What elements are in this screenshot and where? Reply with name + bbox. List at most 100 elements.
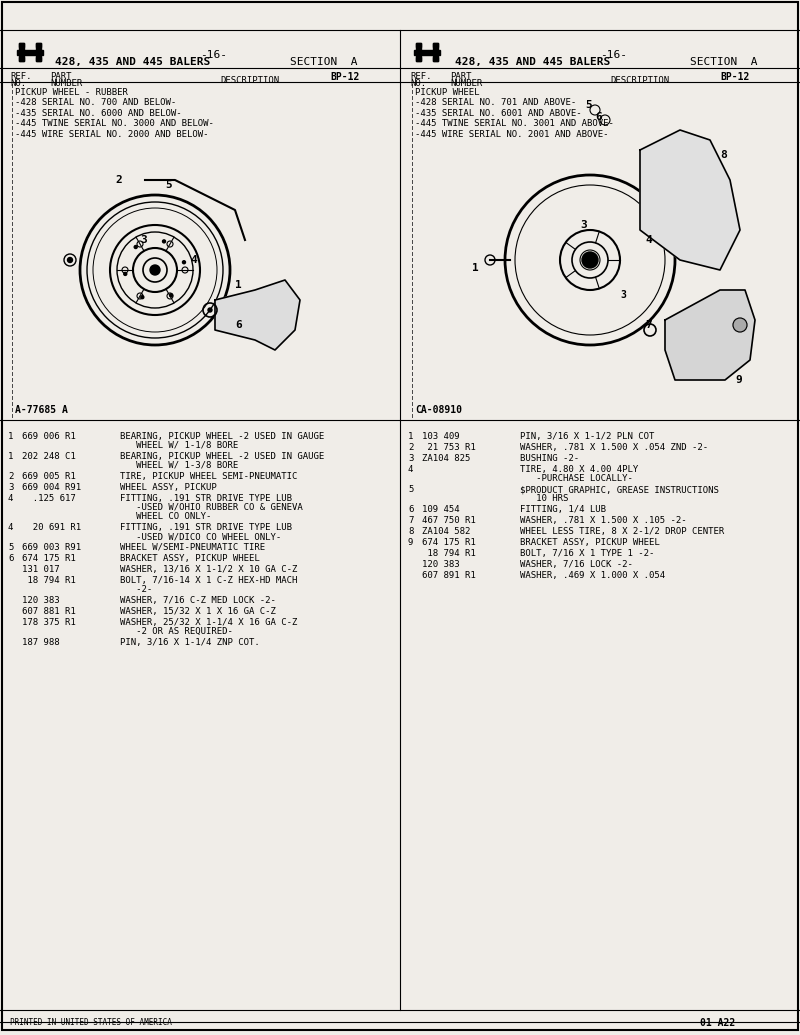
Bar: [433, 43, 438, 61]
Circle shape: [170, 294, 173, 297]
Text: WASHER, 25/32 X 1-1/4 X 16 GA C-Z: WASHER, 25/32 X 1-1/4 X 16 GA C-Z: [120, 618, 298, 627]
Circle shape: [67, 258, 73, 263]
Text: 103 409: 103 409: [422, 432, 460, 441]
Text: WASHER, .781 X 1.500 X .105 -2-: WASHER, .781 X 1.500 X .105 -2-: [520, 516, 686, 525]
Text: 428, 435 AND 445 BALERS: 428, 435 AND 445 BALERS: [455, 57, 610, 67]
Text: 01 A22: 01 A22: [700, 1018, 735, 1028]
Text: WHEEL W/SEMI-PNEUMATIC TIRE: WHEEL W/SEMI-PNEUMATIC TIRE: [120, 543, 265, 552]
Text: WASHER, 7/16 LOCK -2-: WASHER, 7/16 LOCK -2-: [520, 560, 633, 569]
Text: PRINTED IN UNITED STATES OF AMERICA: PRINTED IN UNITED STATES OF AMERICA: [10, 1018, 172, 1027]
Text: -16-: -16-: [600, 50, 627, 60]
Text: 21 753 R1: 21 753 R1: [422, 443, 476, 452]
Text: 8: 8: [720, 150, 726, 160]
Text: .125 617: .125 617: [22, 494, 76, 503]
Text: 9: 9: [408, 538, 414, 548]
Bar: [17, 50, 43, 55]
Text: WHEEL ASSY, PICKUP: WHEEL ASSY, PICKUP: [120, 483, 217, 492]
Text: 4: 4: [8, 523, 14, 532]
Text: 669 003 R91: 669 003 R91: [22, 543, 81, 552]
Text: PIN, 3/16 X 1-1/4 ZNP COT.: PIN, 3/16 X 1-1/4 ZNP COT.: [120, 638, 260, 647]
Text: WHEEL W/ 1-1/8 BORE: WHEEL W/ 1-1/8 BORE: [120, 441, 238, 450]
Circle shape: [162, 240, 166, 243]
Text: -USED W/OHIO RUBBER CO & GENEVA: -USED W/OHIO RUBBER CO & GENEVA: [120, 503, 302, 512]
Text: DESCRIPTION: DESCRIPTION: [610, 76, 669, 85]
Circle shape: [150, 265, 160, 275]
Polygon shape: [640, 130, 740, 270]
Text: 3: 3: [580, 220, 586, 230]
Text: 9: 9: [735, 375, 742, 385]
Text: 131 017: 131 017: [22, 565, 60, 574]
Polygon shape: [665, 290, 755, 380]
Text: 5: 5: [585, 100, 592, 110]
Text: PART: PART: [50, 72, 71, 81]
Text: -USED W/DICO CO WHEEL ONLY-: -USED W/DICO CO WHEEL ONLY-: [120, 532, 282, 541]
Text: 1: 1: [8, 432, 14, 441]
Text: 467 750 R1: 467 750 R1: [422, 516, 476, 525]
Text: 6: 6: [8, 554, 14, 563]
Text: TIRE, 4.80 X 4.00 4PLY: TIRE, 4.80 X 4.00 4PLY: [520, 465, 638, 474]
Text: 607 881 R1: 607 881 R1: [22, 607, 76, 616]
Bar: [19, 43, 24, 61]
Text: 669 005 R1: 669 005 R1: [22, 472, 76, 481]
Circle shape: [733, 318, 747, 332]
Text: 3: 3: [620, 290, 626, 300]
Bar: [36, 57, 41, 61]
Text: WASHER, .781 X 1.500 X .054 ZND -2-: WASHER, .781 X 1.500 X .054 ZND -2-: [520, 443, 708, 452]
Text: 5: 5: [165, 180, 172, 190]
Text: 669 004 R91: 669 004 R91: [22, 483, 81, 492]
Text: DESCRIPTION: DESCRIPTION: [220, 76, 279, 85]
Text: NO.: NO.: [10, 79, 26, 88]
Bar: [416, 57, 421, 61]
Text: WASHER, 15/32 X 1 X 16 GA C-Z: WASHER, 15/32 X 1 X 16 GA C-Z: [120, 607, 276, 616]
Text: WASHER, .469 X 1.000 X .054: WASHER, .469 X 1.000 X .054: [520, 571, 665, 580]
Text: SECTION  A: SECTION A: [290, 57, 358, 67]
Text: WASHER, 13/16 X 1-1/2 X 10 GA C-Z: WASHER, 13/16 X 1-1/2 X 10 GA C-Z: [120, 565, 298, 574]
Polygon shape: [215, 280, 300, 350]
Bar: [416, 43, 421, 61]
Text: -2-: -2-: [120, 585, 152, 594]
Text: CA-08910: CA-08910: [415, 405, 462, 415]
Text: BP-12: BP-12: [720, 72, 750, 82]
Bar: [36, 43, 41, 61]
Circle shape: [124, 272, 126, 275]
Text: BRACKET ASSY, PICKUP WHEEL: BRACKET ASSY, PICKUP WHEEL: [120, 554, 260, 563]
Text: NUMBER: NUMBER: [450, 79, 482, 88]
Text: WHEEL W/ 1-3/8 BORE: WHEEL W/ 1-3/8 BORE: [120, 461, 238, 470]
Text: WASHER, 7/16 C-Z MED LOCK -2-: WASHER, 7/16 C-Z MED LOCK -2-: [120, 596, 276, 605]
Text: 10 HRS: 10 HRS: [520, 494, 568, 503]
Text: 187 988: 187 988: [22, 638, 60, 647]
Text: FITTING, .191 STR DRIVE TYPE LUB: FITTING, .191 STR DRIVE TYPE LUB: [120, 494, 292, 503]
Text: NUMBER: NUMBER: [50, 79, 82, 88]
Text: 4: 4: [8, 494, 14, 503]
Text: PART: PART: [450, 72, 471, 81]
Text: -PURCHASE LOCALLY-: -PURCHASE LOCALLY-: [520, 474, 633, 483]
Text: BP-12: BP-12: [330, 72, 359, 82]
Text: 2: 2: [115, 175, 122, 185]
Text: 2: 2: [8, 472, 14, 481]
Text: 7: 7: [408, 516, 414, 525]
Bar: [433, 57, 438, 61]
Bar: [433, 43, 438, 47]
Bar: [19, 57, 24, 61]
Text: TIRE, PICKUP WHEEL SEMI-PNEUMATIC: TIRE, PICKUP WHEEL SEMI-PNEUMATIC: [120, 472, 298, 481]
Text: PICKUP WHEEL - RUBBER
-428 SERIAL NO. 700 AND BELOW-
-435 SERIAL NO. 6000 AND BE: PICKUP WHEEL - RUBBER -428 SERIAL NO. 70…: [15, 88, 214, 139]
Text: PIN, 3/16 X 1-1/2 PLN COT: PIN, 3/16 X 1-1/2 PLN COT: [520, 432, 654, 441]
Text: 6: 6: [408, 505, 414, 514]
Text: -2 OR AS REQUIRED-: -2 OR AS REQUIRED-: [120, 627, 233, 635]
Text: BOLT, 7/16 X 1 TYPE 1 -2-: BOLT, 7/16 X 1 TYPE 1 -2-: [520, 549, 654, 558]
Text: WHEEL CO ONLY-: WHEEL CO ONLY-: [120, 512, 211, 521]
Text: BOLT, 7/16-14 X 1 C-Z HEX-HD MACH: BOLT, 7/16-14 X 1 C-Z HEX-HD MACH: [120, 576, 298, 585]
Text: 674 175 R1: 674 175 R1: [422, 538, 476, 548]
Text: 8: 8: [408, 527, 414, 536]
Text: 1: 1: [8, 452, 14, 461]
Text: 6: 6: [235, 320, 242, 330]
Text: 1: 1: [408, 432, 414, 441]
Text: 6: 6: [595, 112, 602, 122]
Text: BRACKET ASSY, PICKUP WHEEL: BRACKET ASSY, PICKUP WHEEL: [520, 538, 660, 548]
Text: 607 891 R1: 607 891 R1: [422, 571, 476, 580]
Circle shape: [134, 245, 138, 248]
Text: 3: 3: [408, 454, 414, 463]
Text: -16-: -16-: [200, 50, 227, 60]
Text: BEARING, PICKUP WHEEL -2 USED IN GAUGE: BEARING, PICKUP WHEEL -2 USED IN GAUGE: [120, 432, 324, 441]
Text: 109 454: 109 454: [422, 505, 460, 514]
